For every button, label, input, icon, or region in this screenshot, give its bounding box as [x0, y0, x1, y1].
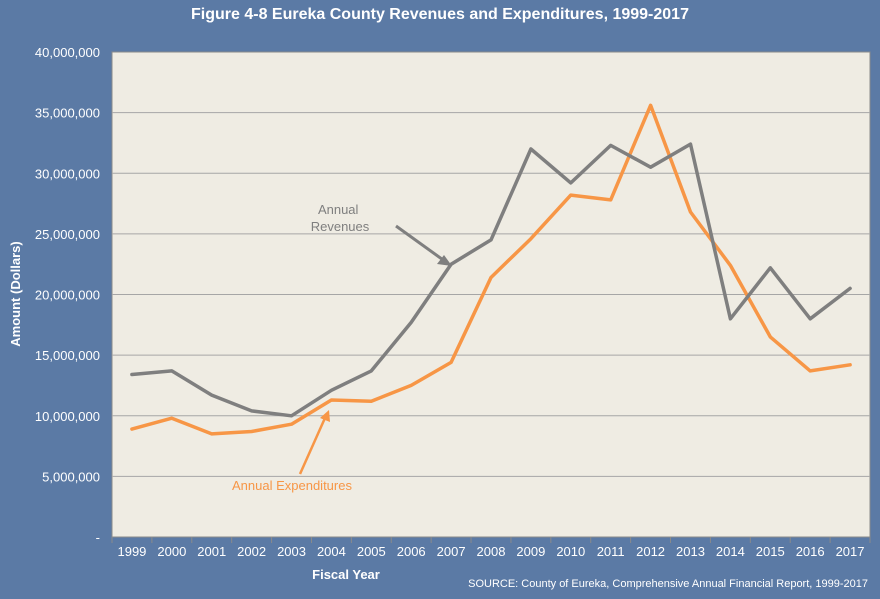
series-line-expenditures — [130, 103, 852, 436]
x-tick-label: 2012 — [636, 544, 665, 559]
series-lines — [130, 103, 852, 436]
x-tick-label: 2007 — [437, 544, 466, 559]
x-tick-label: 2014 — [716, 544, 745, 559]
x-axis-title: Fiscal Year — [312, 567, 380, 582]
expenditures-annotation-arrow — [298, 417, 327, 475]
revenues-annotation-arrowhead — [437, 255, 452, 266]
y-axis-title: Amount (Dollars) — [8, 241, 23, 346]
expenditures-annotation-arrowhead — [320, 410, 330, 422]
x-tick-label: 2013 — [676, 544, 705, 559]
y-tick-label: 20,000,000 — [35, 288, 100, 303]
x-tick-label: 2006 — [397, 544, 426, 559]
x-tick-label: 2015 — [756, 544, 785, 559]
chart-title: Figure 4-8 Eureka County Revenues and Ex… — [191, 6, 689, 23]
x-tick-label: 2010 — [556, 544, 585, 559]
x-tick-label: 2017 — [836, 544, 865, 559]
y-axis-ticks: - 5,000,000 10,000,000 15,000,000 20,000,000… — [35, 45, 100, 545]
x-tick-label: 1999 — [117, 544, 146, 559]
x-tick-label: 2002 — [237, 544, 266, 559]
x-tick-label: 2011 — [597, 544, 625, 559]
y-tick-label: 15,000,000 — [35, 348, 100, 363]
x-tick-label: 2005 — [357, 544, 386, 559]
x-tick-label: 2016 — [796, 544, 825, 559]
y-tick-label: 30,000,000 — [35, 166, 100, 181]
gridlines — [112, 112, 870, 477]
revenues-annotation: Annual Revenues — [311, 202, 370, 234]
x-tick-label: 2008 — [477, 544, 506, 559]
expenditures-annotation: Annual Expenditures — [232, 478, 352, 493]
x-tick-label: 2001 — [197, 544, 226, 559]
y-tick-label: - — [96, 530, 100, 545]
x-tick-label: 2003 — [277, 544, 306, 559]
y-tick-label: 40,000,000 — [35, 45, 100, 60]
source-note: SOURCE: County of Eureka, Comprehensive … — [468, 578, 868, 590]
y-tick-label: 10,000,000 — [35, 409, 100, 424]
x-tick-label: 2009 — [516, 544, 545, 559]
series-line-revenues — [130, 142, 852, 418]
y-tick-label: 25,000,000 — [35, 227, 100, 242]
x-axis-ticks: 1999 2000 2001 2002 2003 2004 2005 2006 2007 2008… — [111, 537, 871, 559]
revenues-annotation-arrow — [395, 224, 447, 264]
y-tick-label: 35,000,000 — [35, 106, 100, 121]
x-tick-label: 2004 — [317, 544, 346, 559]
y-tick-label: 5,000,000 — [42, 469, 100, 484]
x-tick-label: 2000 — [157, 544, 186, 559]
